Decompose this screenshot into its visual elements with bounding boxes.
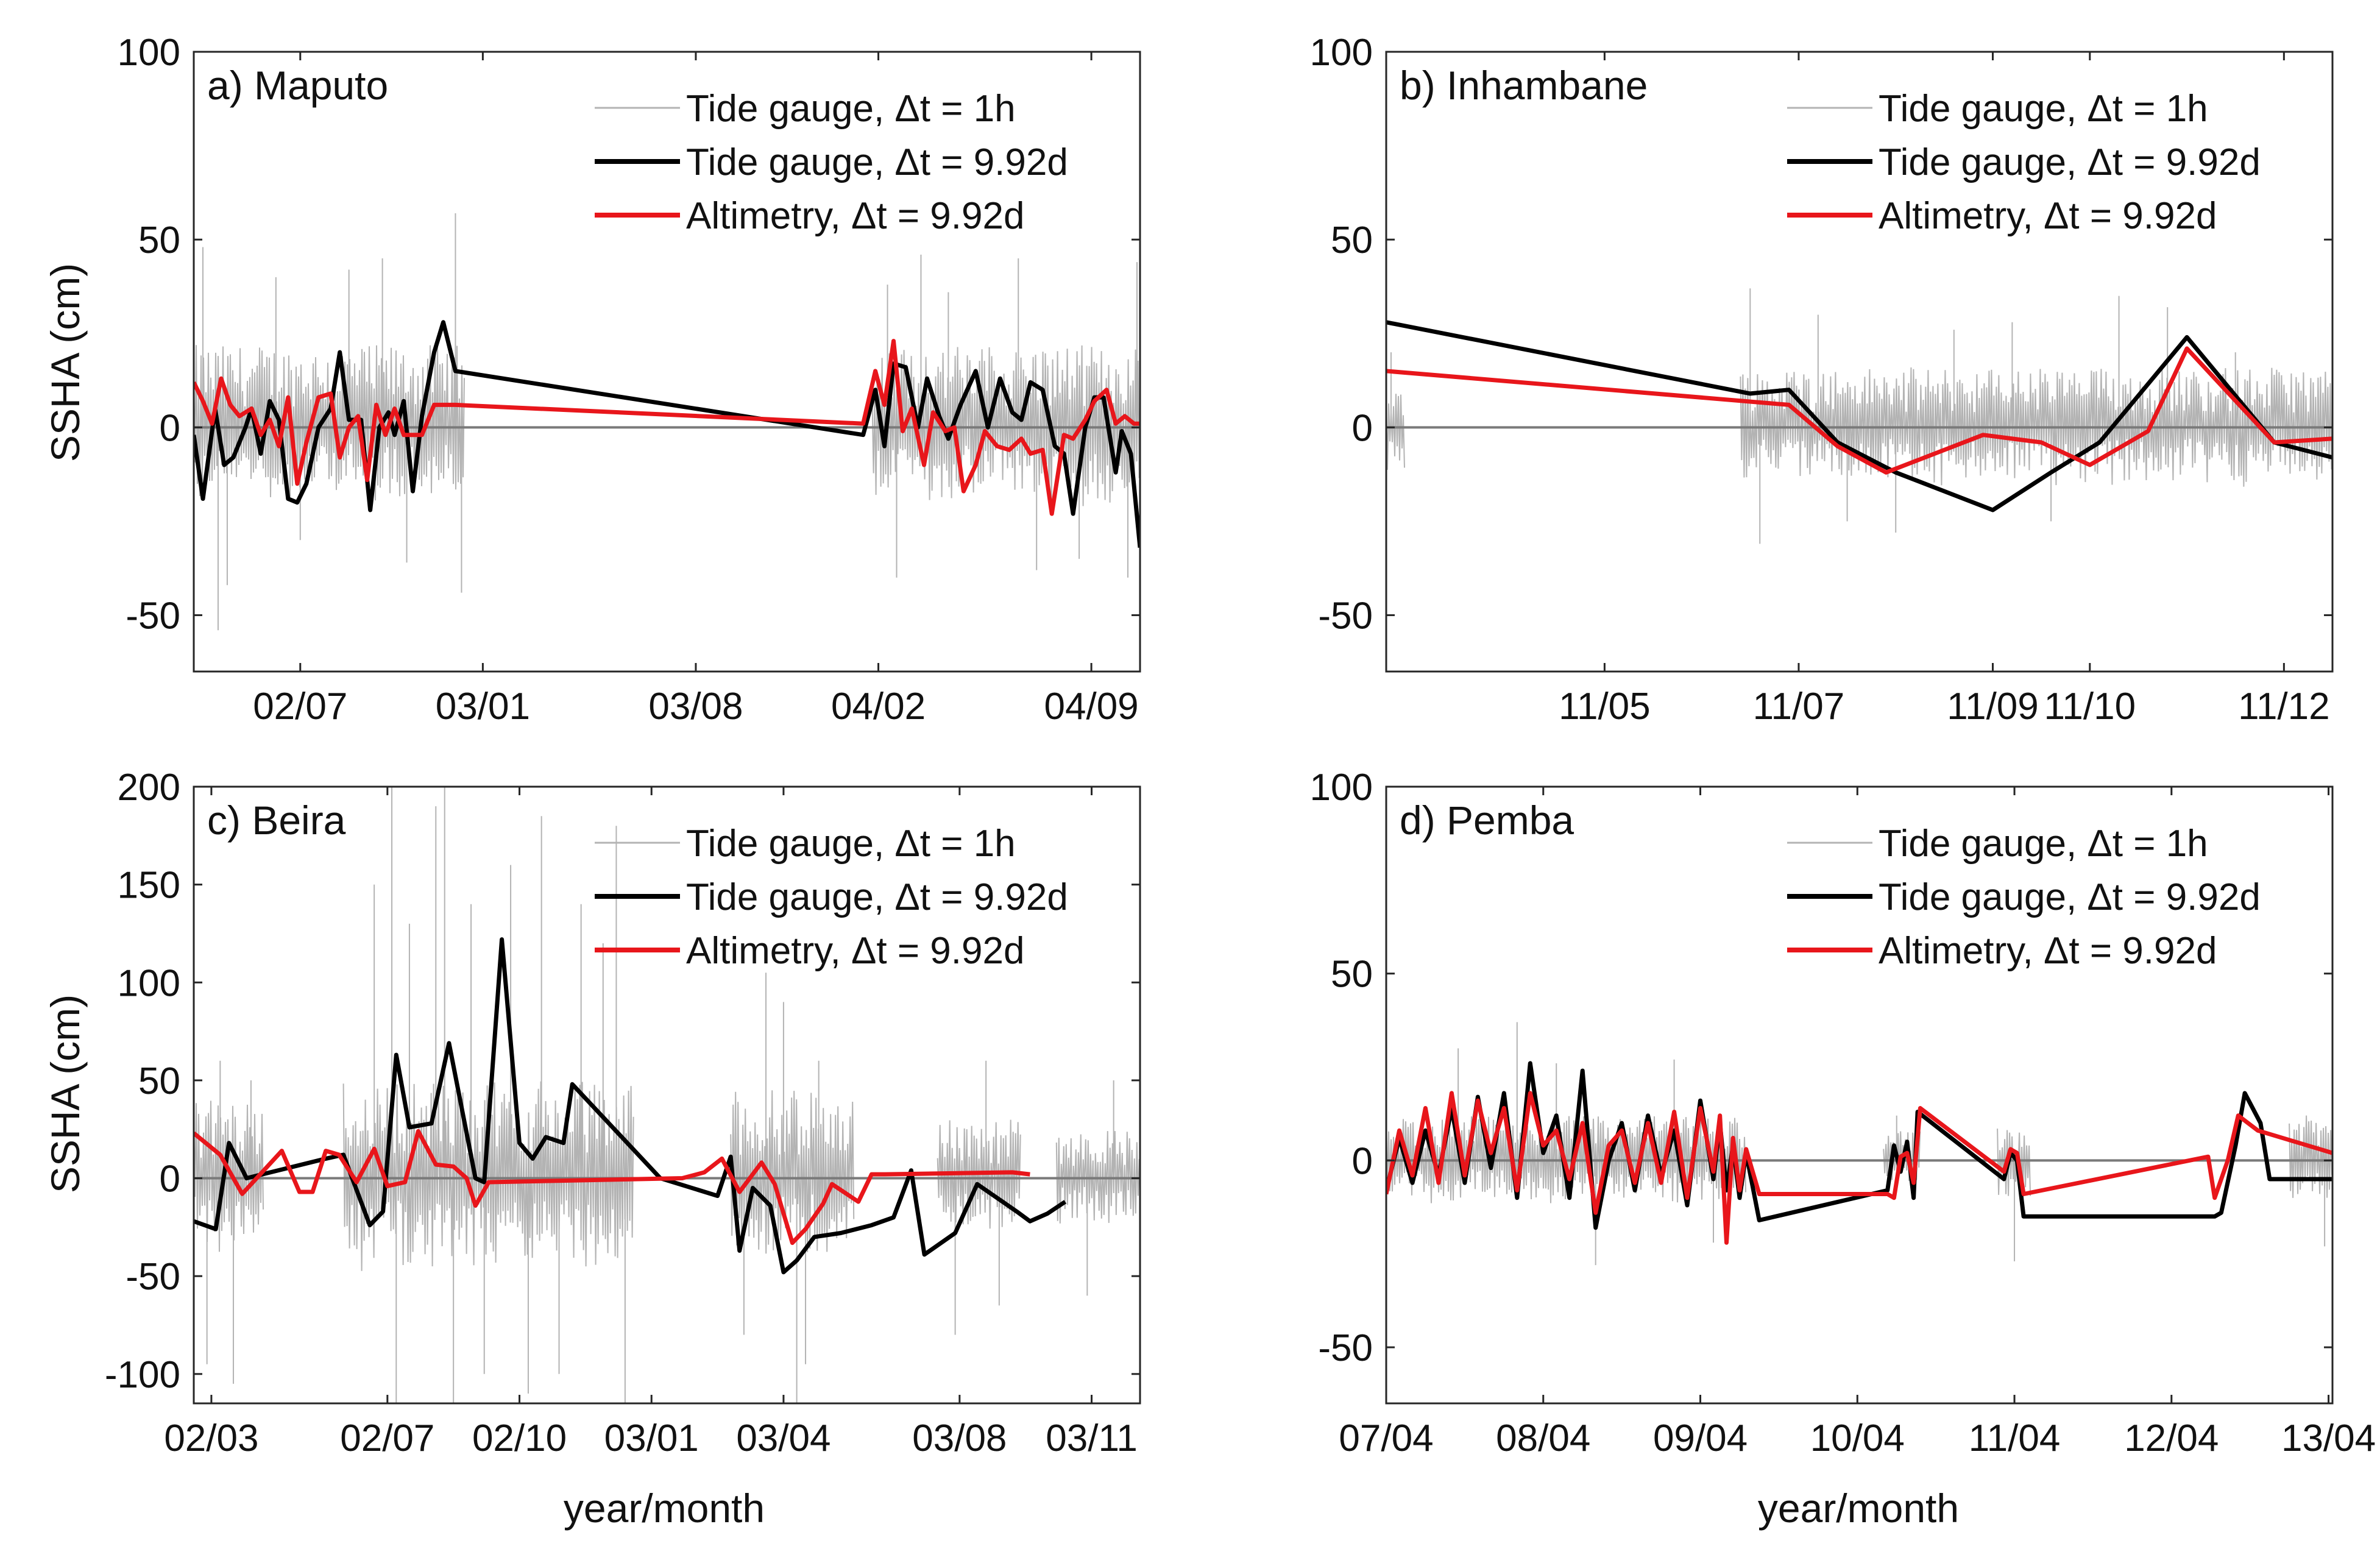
x-tick-label: 03/11 — [1046, 1417, 1138, 1459]
x-tick-label: 11/10 — [2044, 686, 2136, 728]
x-axis-label: year/month — [1758, 1486, 1959, 1531]
x-axis-label: year/month — [564, 1486, 765, 1531]
y-tick-label: 0 — [160, 407, 180, 449]
x-tick-label: 11/12 — [2238, 686, 2330, 728]
hourly-tide-gauge-line — [1055, 1131, 1140, 1224]
legend: Tide gauge, Δt = 1h Tide gauge, Δt = 9.92… — [595, 823, 1068, 972]
y-tick-label: 100 — [1310, 767, 1373, 809]
y-tick-label: 0 — [1352, 1140, 1373, 1182]
x-tick-label: 12/04 — [2124, 1417, 2219, 1459]
y-axis-label: SSHA (cm) — [43, 263, 88, 462]
plot-area — [194, 787, 1140, 1403]
y-tick-label: -100 — [105, 1354, 180, 1396]
x-tick-label: 09/04 — [1653, 1417, 1748, 1459]
y-tick-label: 150 — [118, 865, 180, 907]
hourly-tide-gauge-line — [194, 345, 465, 501]
legend-label: Altimetry, Δt = 9.92d — [1879, 930, 2217, 972]
altimetry-9.92d-line — [1386, 1091, 2332, 1245]
hourly-tide-gauge-line — [871, 345, 1140, 506]
altimetry-9.92d-line — [194, 1129, 1030, 1246]
y-tick-label: 50 — [1331, 954, 1373, 996]
legend-label: Tide gauge, Δt = 9.92d — [686, 141, 1068, 183]
axes-frame — [1385, 51, 2334, 673]
x-tick-label: 03/08 — [648, 686, 743, 728]
legend-label: Altimetry, Δt = 9.92d — [686, 930, 1024, 972]
legend-label: Tide gauge, Δt = 1h — [686, 823, 1016, 865]
legend-label: Altimetry, Δt = 9.92d — [1879, 195, 2217, 237]
tide-gauge-9.92d-line — [194, 320, 1140, 548]
tide-gauge-9.92d-line — [1386, 320, 2332, 512]
x-tick-label: 10/04 — [1810, 1417, 1905, 1459]
altimetry-9.92d-line — [194, 339, 1140, 516]
legend-label: Tide gauge, Δt = 1h — [1879, 823, 2208, 865]
y-tick-label: 50 — [1331, 219, 1373, 261]
y-tick-label: 50 — [138, 1060, 180, 1102]
legend-label: Tide gauge, Δt = 9.92d — [686, 876, 1068, 918]
panel-4: 100 50 0 -50 07/04 08/04 09/04 10/04 11/04 12/04 1… — [1310, 767, 2376, 1459]
panel-3: 200 150 100 50 0 -50 -100 02/03 02/07 02/10 03/01 0… — [105, 767, 1141, 1459]
hourly-tide-gauge-line — [2289, 1115, 2332, 1198]
x-tick-label: 03/08 — [912, 1417, 1007, 1459]
legend: Tide gauge, Δt = 1h Tide gauge, Δt = 9.92… — [1787, 88, 2261, 237]
panel-label: c) Beira — [207, 798, 346, 843]
x-tick-label: 02/07 — [340, 1417, 434, 1459]
panel-1: 100 50 0 -50 02/07 03/01 03/08 04/02 04/09 a) Map… — [118, 32, 1141, 728]
y-tick-label: 100 — [118, 32, 180, 74]
legend-label: Tide gauge, Δt = 1h — [686, 88, 1016, 130]
y-tick-label: -50 — [126, 1256, 180, 1298]
hourly-tide-gauge-line — [937, 1119, 1021, 1229]
y-tick-label: 50 — [138, 219, 180, 261]
x-tick-label: 13/04 — [2281, 1417, 2376, 1459]
y-tick-label: 100 — [118, 962, 180, 1004]
y-tick-label: -50 — [1318, 1327, 1373, 1369]
legend-label: Altimetry, Δt = 9.92d — [686, 195, 1024, 237]
y-tick-label: -50 — [126, 595, 180, 637]
tide-gauge-9.92d-line — [194, 937, 1067, 1275]
y-tick-label: -50 — [1318, 595, 1373, 637]
x-tick-label: 11/09 — [1947, 686, 2039, 728]
legend-label: Tide gauge, Δt = 1h — [1879, 88, 2208, 130]
hourly-tide-gauge-line — [730, 1090, 855, 1254]
hourly-tide-gauge-line — [1386, 394, 1405, 470]
plot-area — [194, 213, 1140, 631]
panel-label: d) Pemba — [1400, 798, 1574, 843]
axes-frame — [193, 785, 1141, 1405]
plot-area — [1386, 288, 2332, 544]
legend: Tide gauge, Δt = 1h Tide gauge, Δt = 9.92… — [1787, 823, 2261, 972]
x-tick-label: 07/04 — [1339, 1417, 1433, 1459]
y-tick-label: 0 — [160, 1158, 180, 1200]
x-tick-label: 11/05 — [1559, 686, 1651, 728]
altimetry-9.92d-line — [1386, 346, 2332, 475]
x-tick-label: 03/01 — [436, 686, 530, 728]
x-tick-label: 04/02 — [831, 686, 926, 728]
hourly-tide-gauge-line — [1740, 367, 2332, 487]
x-tick-label: 02/03 — [164, 1417, 258, 1459]
legend-label: Tide gauge, Δt = 9.92d — [1879, 876, 2261, 918]
x-tick-label: 11/07 — [1753, 686, 1845, 728]
panel-label: a) Maputo — [207, 63, 388, 108]
x-tick-label: 02/10 — [472, 1417, 567, 1459]
legend-label: Tide gauge, Δt = 9.92d — [1879, 141, 2261, 183]
axes-frame — [193, 51, 1141, 673]
x-tick-label: 03/01 — [604, 1417, 699, 1459]
x-tick-label: 11/04 — [1969, 1417, 2061, 1459]
panel-2: 100 50 0 -50 11/05 11/07 11/09 11/10 11/12 b) Inh… — [1310, 32, 2334, 728]
x-tick-label: 03/04 — [736, 1417, 831, 1459]
legend: Tide gauge, Δt = 1h Tide gauge, Δt = 9.92… — [595, 88, 1068, 237]
y-tick-label: 200 — [118, 767, 180, 809]
axes-frame — [1385, 785, 2334, 1405]
y-axis-label: SSHA (cm) — [43, 994, 88, 1193]
x-tick-label: 02/07 — [253, 686, 347, 728]
y-tick-label: 0 — [1352, 407, 1373, 449]
y-tick-label: 100 — [1310, 32, 1373, 74]
panel-label: b) Inhambane — [1400, 63, 1648, 108]
x-tick-label: 08/04 — [1496, 1417, 1590, 1459]
plot-area — [1386, 1022, 2332, 1266]
x-tick-label: 04/09 — [1044, 686, 1139, 728]
